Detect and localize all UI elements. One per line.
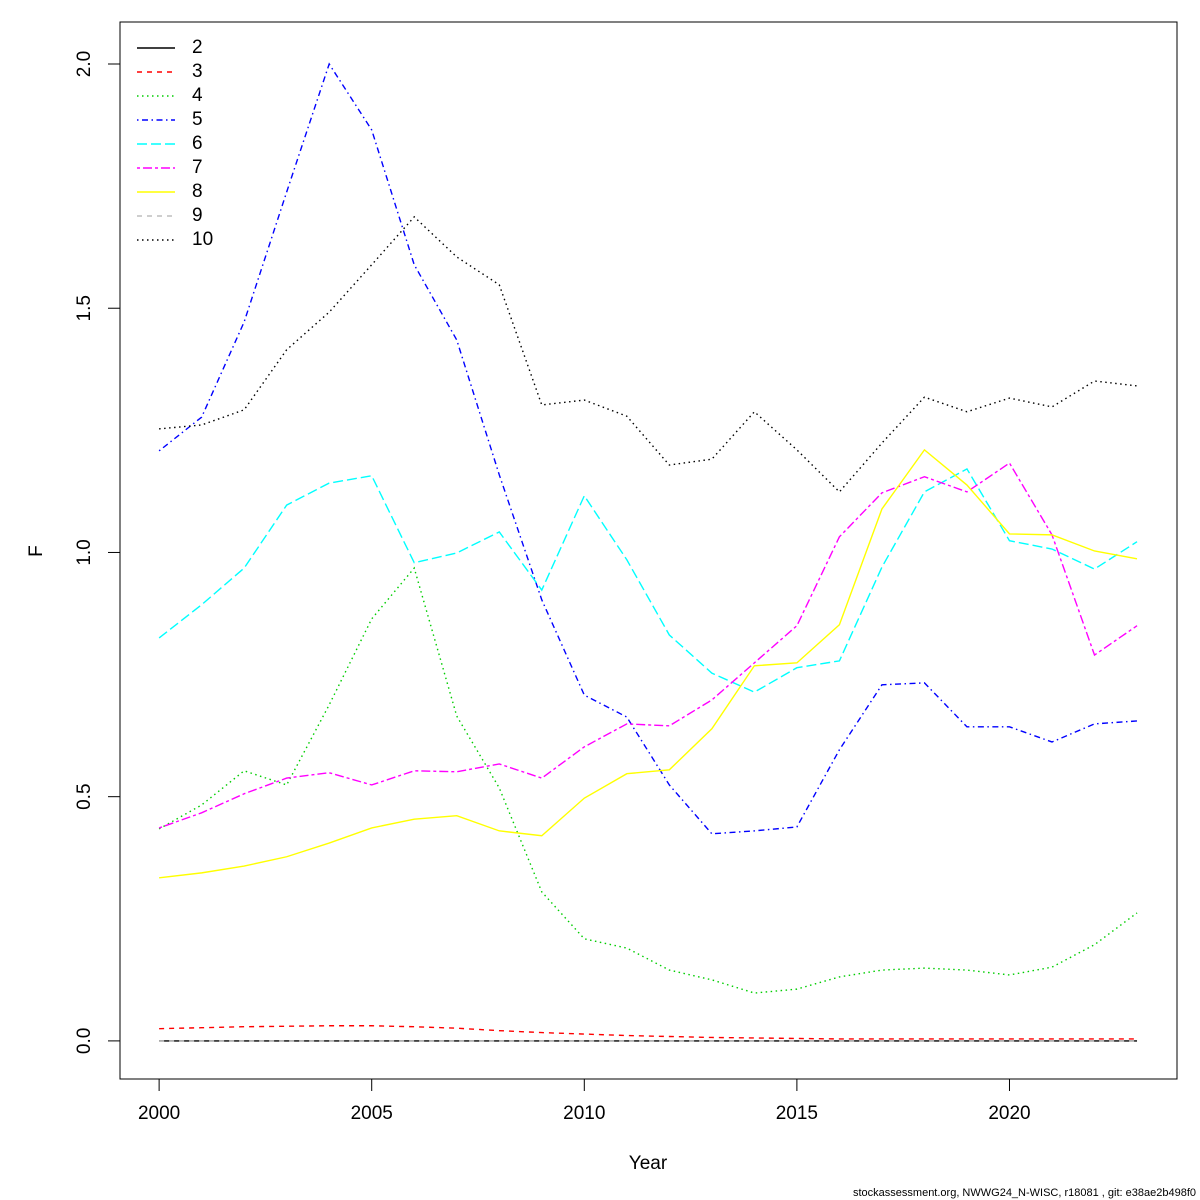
legend-label: 7 [192, 157, 203, 178]
y-tick-label: 2.0 [74, 51, 95, 77]
footnote: stockassessment.org, NWWG24_N-WISC, r180… [853, 1187, 1196, 1199]
x-tick-label: 2000 [138, 1103, 180, 1124]
legend-label: 9 [192, 205, 203, 226]
y-tick-label: 0.0 [74, 1028, 95, 1054]
x-tick-label: 2005 [351, 1103, 393, 1124]
series-line [159, 1025, 1138, 1040]
x-tick-label: 2015 [776, 1103, 818, 1124]
legend-label: 4 [192, 85, 203, 106]
y-tick-label: 1.5 [74, 295, 95, 321]
x-tick-label: 2020 [988, 1103, 1030, 1124]
legend-label: 5 [192, 109, 203, 130]
y-tick-label: 1.0 [74, 539, 95, 565]
series-line [158, 467, 1138, 693]
y-axis-label: F [26, 545, 47, 557]
legend-label: 10 [192, 229, 213, 250]
legend-label: 6 [192, 133, 203, 154]
y-tick-label: 0.5 [74, 783, 95, 809]
series-line [158, 462, 1138, 829]
series-line [158, 62, 1138, 835]
legend-label: 3 [192, 61, 203, 82]
x-tick-label: 2010 [563, 1103, 605, 1124]
plot-frame [119, 21, 1178, 1080]
series-line [158, 566, 1138, 994]
legend-label: 2 [192, 37, 203, 58]
legend-label: 8 [192, 181, 203, 202]
x-axis-label: Year [629, 1153, 668, 1174]
series-line [159, 448, 1138, 879]
series-line [159, 215, 1138, 493]
